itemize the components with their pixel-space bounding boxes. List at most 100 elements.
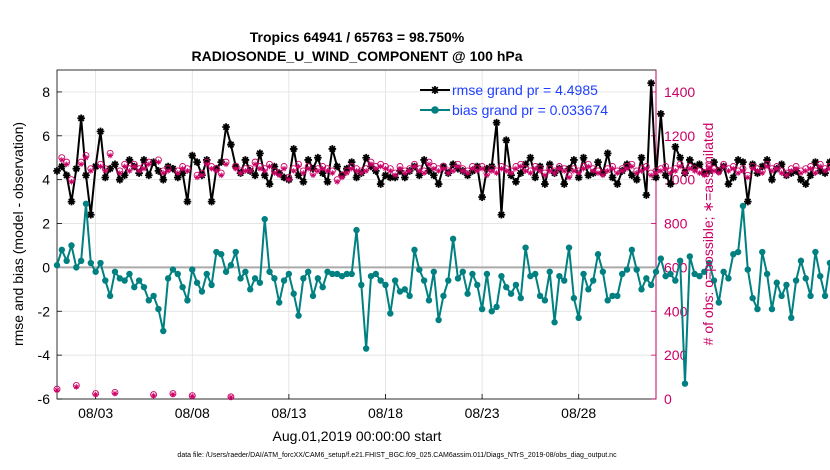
- data-point: [96, 127, 105, 136]
- right-tick-label: 800: [664, 216, 688, 232]
- data-point: [512, 178, 520, 186]
- data-point-assimilated: [339, 174, 345, 181]
- data-point: [140, 283, 148, 291]
- data-point: [58, 162, 66, 171]
- data-point: [821, 292, 829, 300]
- data-point: [160, 327, 167, 335]
- data-point: [637, 153, 646, 162]
- data-point: [748, 160, 757, 169]
- data-point: [743, 197, 752, 206]
- data-point: [497, 210, 506, 219]
- data-point-assimilated: [788, 168, 795, 174]
- data-point-assimilated: [68, 179, 75, 185]
- data-point: [492, 118, 501, 127]
- x-tick-label: 08/23: [465, 405, 500, 421]
- data-point: [826, 259, 830, 267]
- data-point-assimilated: [145, 161, 152, 168]
- data-point-assimilated: [474, 168, 481, 174]
- data-point: [671, 142, 680, 151]
- data-point: [459, 268, 466, 275]
- data-point: [343, 270, 351, 278]
- data-point-assimilated: [773, 165, 780, 172]
- data-point-assimilated: [73, 384, 80, 390]
- data-point: [285, 270, 293, 278]
- data-point-assimilated: [778, 170, 785, 176]
- data-point: [632, 175, 641, 184]
- data-point-assimilated: [488, 168, 495, 174]
- data-point-assimilated: [261, 168, 268, 174]
- data-point: [440, 292, 447, 300]
- data-point-assimilated: [609, 165, 616, 172]
- data-point-assimilated: [271, 170, 278, 176]
- data-point-assimilated: [97, 163, 104, 170]
- data-point: [536, 292, 544, 300]
- data-point-assimilated: [83, 154, 89, 161]
- data-point-assimilated: [257, 165, 263, 172]
- data-point: [333, 270, 341, 278]
- data-point-assimilated: [812, 170, 819, 176]
- data-point: [657, 255, 665, 262]
- data-point-assimilated: [315, 168, 321, 174]
- data-point: [449, 160, 457, 169]
- data-point: [817, 272, 824, 280]
- data-point: [701, 268, 708, 275]
- data-point: [768, 175, 776, 184]
- chart-title: Tropics 64941 / 65763 = 98.750%: [250, 29, 465, 45]
- data-point-assimilated: [585, 163, 592, 170]
- legend-rmse-label: rmse grand pr = 4.4985: [452, 82, 598, 98]
- data-point-assimilated: [604, 168, 611, 174]
- data-point-assimilated: [63, 161, 70, 168]
- data-point-assimilated: [807, 165, 814, 172]
- data-point: [526, 153, 535, 162]
- data-point: [608, 173, 617, 182]
- data-point: [140, 156, 148, 164]
- data-point: [174, 270, 181, 278]
- data-point: [705, 259, 713, 267]
- data-point-assimilated: [392, 172, 398, 179]
- legend-entry-bias: bias grand pr = 0.033674: [420, 102, 608, 118]
- data-point: [488, 308, 495, 315]
- data-point: [256, 279, 264, 286]
- data-point-assimilated: [716, 170, 722, 176]
- data-point: [270, 162, 279, 171]
- data-point-assimilated: [629, 163, 635, 170]
- data-point: [643, 275, 650, 282]
- data-file-footer: data file: /Users/raeder/DAI/ATM_forcXX/…: [177, 452, 617, 459]
- data-point: [222, 268, 230, 275]
- data-point-assimilated: [817, 163, 824, 170]
- data-point: [739, 202, 747, 210]
- data-point: [575, 314, 582, 322]
- data-point: [565, 244, 573, 251]
- data-point-assimilated: [749, 165, 756, 172]
- data-point: [120, 171, 129, 180]
- data-point-assimilated: [633, 170, 640, 176]
- data-point: [376, 180, 385, 188]
- data-point-assimilated: [614, 170, 621, 176]
- data-point-assimilated: [783, 172, 790, 179]
- data-point: [289, 145, 298, 153]
- data-point: [106, 164, 114, 173]
- data-point: [271, 275, 278, 282]
- data-point: [218, 251, 225, 258]
- left-tick-label: 2: [42, 216, 50, 232]
- data-point-assimilated: [165, 168, 171, 174]
- data-point: [454, 275, 462, 282]
- data-point: [647, 281, 655, 289]
- data-point-assimilated: [295, 163, 302, 170]
- data-point-assimilated: [348, 165, 355, 172]
- data-point: [623, 160, 631, 169]
- data-point-assimilated: [416, 168, 423, 174]
- data-point-assimilated: [546, 168, 553, 174]
- data-point-assimilated: [213, 168, 220, 174]
- data-point: [241, 156, 250, 164]
- data-point: [623, 266, 631, 273]
- data-point: [792, 277, 800, 284]
- data-point: [116, 175, 124, 184]
- data-point: [811, 158, 820, 166]
- data-point: [802, 275, 809, 282]
- data-point-assimilated: [556, 165, 563, 172]
- data-point-assimilated: [363, 168, 369, 174]
- data-point: [551, 319, 558, 326]
- data-point: [691, 270, 698, 278]
- data-point-assimilated: [353, 168, 360, 174]
